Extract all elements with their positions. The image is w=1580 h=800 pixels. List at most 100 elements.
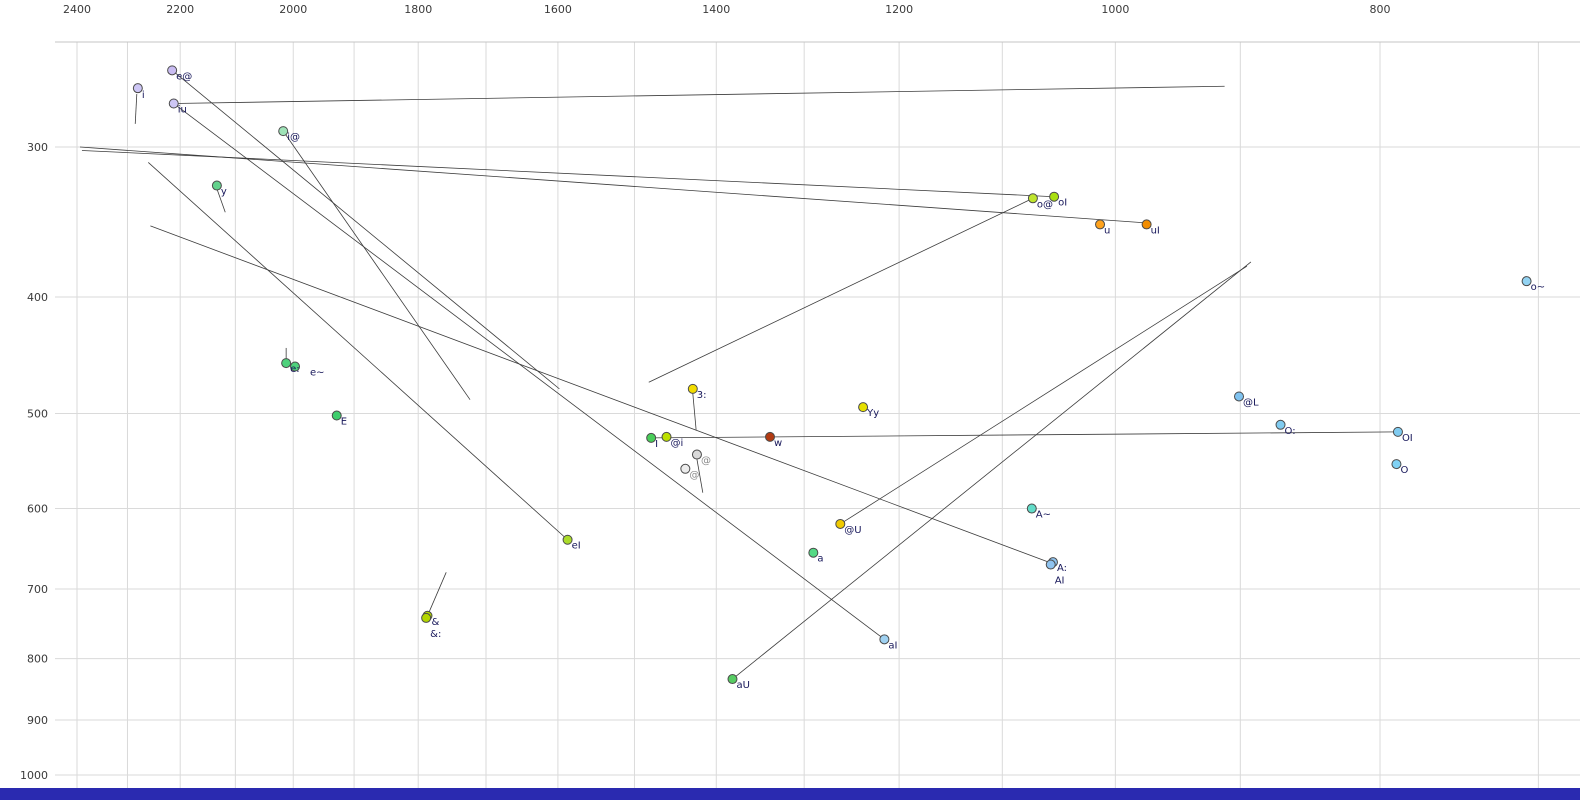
vowel-label-e:: e: [290, 364, 300, 375]
vowel-label-@i: @i [671, 438, 684, 449]
&-tick [427, 572, 447, 616]
vowel-point-e:[interactable] [281, 358, 292, 369]
vowel-label-Yy: Yy [866, 408, 879, 419]
vowel-point-@L[interactable] [1234, 391, 1245, 402]
x-axis-tick-label: 2000 [279, 3, 307, 16]
vowel-point-O[interactable] [1391, 459, 1402, 470]
vowel-label-E: E [341, 417, 347, 428]
y-axis-tick-label: 500 [27, 407, 48, 420]
i-tick [134, 93, 138, 124]
vowel-label-o~: o~ [1531, 282, 1546, 293]
y-axis-tick-label: 600 [27, 503, 48, 516]
y-axis-tick-label: 700 [27, 583, 48, 596]
vowel-point-w[interactable] [765, 431, 776, 442]
vowel-point-3:[interactable] [687, 383, 698, 394]
vowel-label-@U: @U [844, 525, 861, 536]
oI-trajectory [81, 150, 1055, 198]
vowel-point-E[interactable] [331, 410, 342, 421]
x-axis-tick-label: 1400 [702, 3, 730, 16]
vowel-label-O:: O: [1285, 426, 1296, 437]
vowel-label-O: O [1400, 465, 1408, 476]
vowel-point-A~[interactable] [1026, 503, 1037, 514]
bottom-bar [0, 788, 1580, 800]
y-axis-tick-label: 800 [27, 653, 48, 666]
vowel-point-AI[interactable] [1045, 559, 1056, 570]
y-axis-tick-label: 400 [27, 291, 48, 304]
vowel-label-uI: uI [1151, 225, 1160, 236]
vowel-label-e@: e@ [176, 71, 192, 82]
@U-trajectory [840, 265, 1248, 525]
vowel-point-@[interactable] [680, 463, 691, 474]
vowel-point-i@[interactable] [278, 126, 289, 137]
vowel-label-a: a [817, 554, 823, 565]
iu-trajectory [173, 85, 1225, 104]
vowel-point-i[interactable] [132, 83, 143, 94]
vowel-point-aU[interactable] [727, 674, 738, 685]
@-tick [696, 459, 704, 493]
vowel-label-aI: aI [888, 640, 897, 651]
vowel-label-i: i [142, 90, 145, 101]
vowel-label-aU: aU [736, 680, 749, 691]
vowel-label-y: y [221, 187, 227, 198]
vowel-point-OI[interactable] [1392, 426, 1403, 437]
vowel-point-uI[interactable] [1141, 219, 1152, 230]
vowel-label-eI: eI [572, 541, 581, 552]
vowel-point-e@[interactable] [167, 65, 178, 76]
y-axis-tick-label: 300 [27, 141, 48, 154]
vowel-label-&:: &: [430, 629, 441, 640]
vowel-label-I: I [655, 439, 658, 450]
x-axis-tick-label: 1800 [404, 3, 432, 16]
vowel-label-e~: e~ [310, 368, 325, 379]
vowel-point-@[interactable] [691, 449, 702, 460]
OI-trajectory [651, 431, 1398, 439]
vowel-point-&:[interactable] [421, 612, 432, 623]
vowel-point-e~[interactable] [290, 361, 301, 372]
vowel-label-@L: @L [1243, 397, 1259, 408]
vowel-point-iu[interactable] [168, 98, 179, 109]
vowel-point-O:[interactable] [1275, 419, 1286, 430]
AI-trajectory [150, 225, 1054, 565]
vowel-point-o@[interactable] [1027, 193, 1038, 204]
eI-trajectory [148, 162, 568, 541]
vowel-point-oI[interactable] [1049, 191, 1060, 202]
vowel-point-@i[interactable] [661, 431, 672, 442]
vowel-label-A:: A: [1057, 563, 1067, 574]
vowel-point-o~[interactable] [1521, 276, 1532, 287]
x-axis-tick-label: 1600 [544, 3, 572, 16]
vowel-point-a[interactable] [808, 547, 819, 558]
o@-trajectory [648, 197, 1034, 383]
x-axis-tick-label: 1200 [885, 3, 913, 16]
vowel-label-iu: iu [178, 105, 187, 116]
vowel-label-3:: 3: [697, 390, 707, 401]
vowel-label-oI: oI [1058, 198, 1067, 209]
vowel-point-Yy[interactable] [858, 402, 869, 413]
aU-trajectory [732, 261, 1252, 680]
x-axis-tick-label: 1000 [1101, 3, 1129, 16]
vowel-label-OI: OI [1402, 433, 1413, 444]
vowel-point-u[interactable] [1095, 219, 1106, 230]
vowel-point-eI[interactable] [562, 534, 573, 545]
vowel-point-I[interactable] [646, 432, 657, 443]
e@-trajectory [171, 70, 560, 390]
x-axis-tick-label: 2200 [166, 3, 194, 16]
x-axis-tick-label: 800 [1370, 3, 1391, 16]
vowel-point-@U[interactable] [835, 518, 846, 529]
vowel-label-@: @ [701, 456, 711, 467]
vowel-point-aI[interactable] [879, 634, 890, 645]
vowel-label-i@: i@ [287, 132, 300, 143]
vowel-label-@: @ [689, 470, 699, 481]
x-axis-tick-label: 2400 [63, 3, 91, 16]
vowel-label-u: u [1104, 225, 1110, 236]
vowel-label-A~: A~ [1036, 510, 1051, 521]
vowel-label-AI: AI [1055, 576, 1065, 587]
vowel-label-w: w [774, 438, 782, 449]
uI-trajectory [79, 146, 1147, 224]
y-axis-tick-label: 900 [27, 714, 48, 727]
y-tick [216, 188, 226, 213]
vowel-point-y[interactable] [211, 180, 222, 191]
aI-trajectory [173, 103, 885, 640]
vowel-label-o@: o@ [1037, 199, 1053, 210]
y-axis-tick-label: 1000 [20, 769, 48, 782]
